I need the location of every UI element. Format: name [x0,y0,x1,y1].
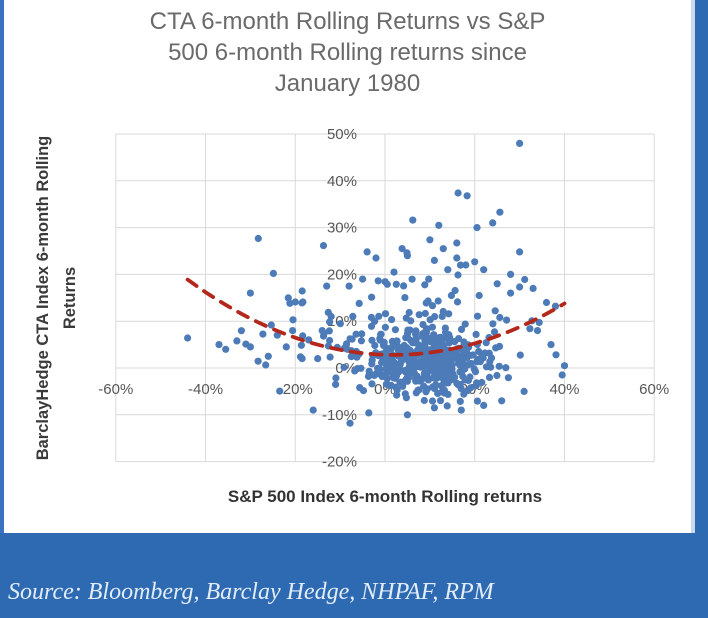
svg-text:30%: 30% [327,220,357,237]
chart-slide: CTA 6-month Rolling Returns vs S&P 500 6… [4,0,691,533]
x-axis-title: S&P 500 Index 6-month Rolling returns [227,487,543,506]
source-bar: Source: Bloomberg, Barclay Hedge, NHPAF,… [0,533,708,618]
scatter-plot: -60%-40%-20%0%20%40%60%50%40%30%20%10%0%… [98,126,669,471]
chart-title-line: CTA 6-month Rolling Returns vs S&P [149,8,546,35]
right-edge-bar [695,0,708,618]
svg-text:-40%: -40% [188,381,223,398]
svg-text:20%: 20% [327,266,357,283]
chart-title-line: January 1980 [274,70,421,97]
source-text: Source: Bloomberg, Barclay Hedge, NHPAF,… [8,579,494,605]
svg-text:-20%: -20% [278,381,313,398]
right-edge-strip [691,0,695,618]
chart-title: CTA 6-month Rolling Returns vs S&P 500 6… [4,6,691,99]
svg-text:-60%: -60% [98,381,133,398]
svg-text:40%: 40% [327,173,357,190]
svg-text:40%: 40% [549,381,579,398]
svg-text:50%: 50% [327,126,357,143]
svg-text:-20%: -20% [322,454,357,471]
left-border [0,0,4,618]
chart-title-line: 500 6-month Rolling returns since [168,39,527,66]
svg-text:-10%: -10% [322,407,357,424]
svg-text:60%: 60% [639,381,669,398]
